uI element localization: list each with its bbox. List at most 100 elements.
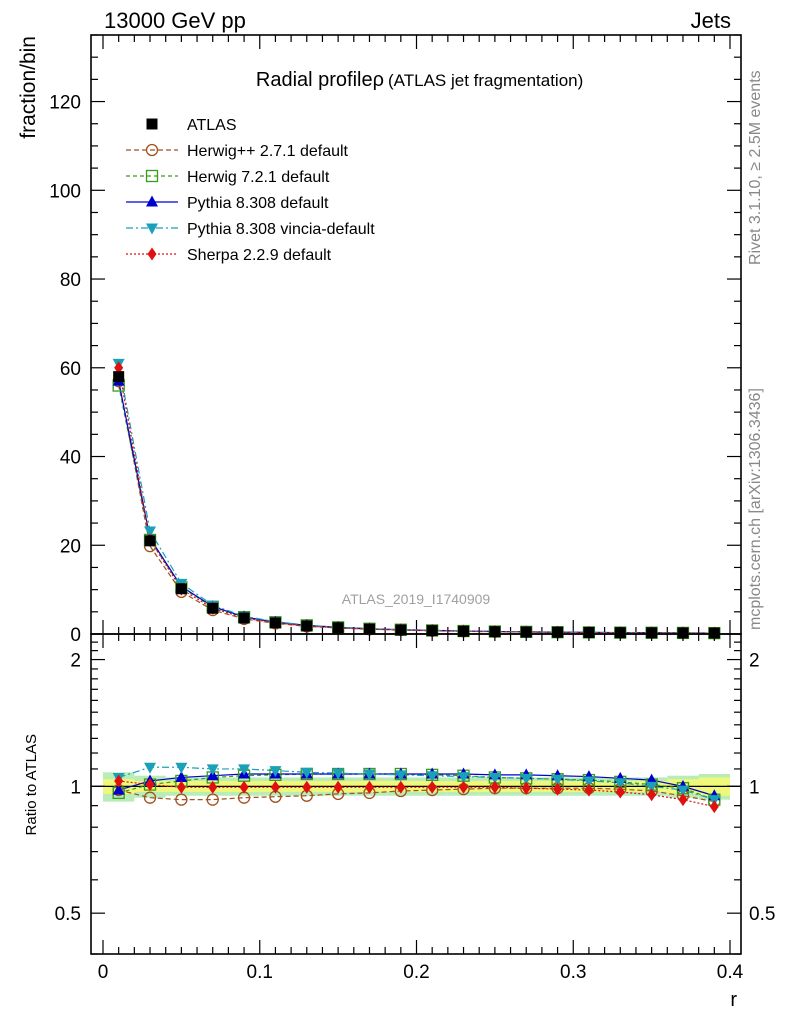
legend-marker-pythia xyxy=(146,195,158,207)
legend-label-sherpa: Sherpa 2.2.9 default xyxy=(187,247,332,264)
y-tick-label: 20 xyxy=(60,536,81,557)
x-axis-label: r xyxy=(730,989,737,1011)
ratio-tick-label-right: 2 xyxy=(749,651,760,672)
ratio-axis-label: Ratio to ATLAS xyxy=(23,734,40,835)
ratio-point-vincia xyxy=(551,774,564,786)
ratio-point-sherpa xyxy=(647,788,657,802)
main-point-atlas xyxy=(677,627,689,639)
main-point-atlas xyxy=(395,624,407,636)
chart-title: Radial profileρ (ATLAS jet fragmentation… xyxy=(256,69,583,91)
watermark: ATLAS_2019_I1740909 xyxy=(342,591,491,607)
y-tick-label: 80 xyxy=(60,270,81,291)
ratio-ticks: 0.5 0.5 1 1 2 2 xyxy=(55,641,775,955)
legend-label-pythia: Pythia 8.308 default xyxy=(187,195,329,212)
ratio-markers xyxy=(112,762,721,814)
ratio-point-vincia xyxy=(175,762,188,774)
ratio-point-sherpa xyxy=(145,778,155,792)
y-tick-label: 120 xyxy=(49,93,81,114)
header-right: Jets xyxy=(691,8,731,33)
ratio-point-vincia xyxy=(488,772,501,784)
main-point-atlas xyxy=(708,627,720,639)
legend-marker-sherpa xyxy=(147,247,157,261)
ratio-point-sherpa xyxy=(459,780,469,794)
legend-marker-vincia xyxy=(146,223,158,235)
ratio-point-sherpa xyxy=(615,785,625,799)
y-tick-label: 100 xyxy=(49,181,81,202)
main-point-atlas xyxy=(363,623,375,635)
y-axis-label: fraction/bin xyxy=(17,36,40,139)
legend: ATLAS Herwig++ 2.7.1 default Herwig 7.2.1 … xyxy=(126,117,375,264)
y-tick-label: 60 xyxy=(60,359,81,380)
ratio-point-sherpa xyxy=(270,780,280,794)
ratio-point-sherpa xyxy=(208,780,218,794)
ratio-point-sherpa xyxy=(709,800,719,814)
main-point-atlas xyxy=(614,627,626,639)
ratio-point-vincia xyxy=(676,785,689,797)
ratio-point-vincia xyxy=(363,769,376,781)
ratio-point-sherpa xyxy=(427,780,437,794)
ratio-point-sherpa xyxy=(176,780,186,794)
ratio-point-vincia xyxy=(332,768,345,780)
x-axis: 0 0.1 0.2 0.3 0.4 xyxy=(98,634,744,983)
main-point-vincia xyxy=(144,526,157,538)
legend-label-herwig7: Herwig 7.2.1 default xyxy=(187,169,330,186)
y-tick-label: 40 xyxy=(60,448,81,469)
main-point-atlas xyxy=(301,620,313,632)
ratio-point-sherpa xyxy=(521,781,531,795)
ratio-point-sherpa xyxy=(302,780,312,794)
legend-marker-herwig7 xyxy=(145,169,159,183)
ratio-tick-label-left: 2 xyxy=(70,651,81,672)
ratio-point-herwigpp xyxy=(206,793,219,806)
ratio-point-sherpa xyxy=(114,774,124,788)
ratio-point-sherpa xyxy=(364,780,374,794)
main-point-atlas xyxy=(552,626,564,638)
chart-title-sub: (ATLAS jet fragmentation) xyxy=(388,71,583,90)
x-tick-label: 0.3 xyxy=(560,962,586,983)
legend-marker-herwigpp xyxy=(145,143,159,157)
x-tick-label: 0.4 xyxy=(717,962,744,983)
main-point-atlas xyxy=(269,617,281,629)
main-point-atlas xyxy=(426,625,438,637)
ratio-tick-label-left: 0.5 xyxy=(55,904,81,925)
main-point-atlas xyxy=(583,626,595,638)
ratio-point-pythia xyxy=(112,783,125,795)
main-point-atlas xyxy=(489,626,501,638)
ratio-point-herwigpp xyxy=(143,791,157,804)
ratio-point-vincia xyxy=(645,781,658,793)
legend-label-vincia: Pythia 8.308 vincia-default xyxy=(187,221,375,238)
ratio-point-sherpa xyxy=(584,783,594,797)
main-point-atlas xyxy=(238,612,250,624)
ratio-point-vincia xyxy=(238,764,251,776)
ratio-point-vincia xyxy=(144,762,157,774)
ratio-point-pythia xyxy=(645,773,658,785)
ratio-point-vincia xyxy=(614,778,627,790)
legend-label-herwigpp: Herwig++ 2.7.1 default xyxy=(187,143,349,160)
ratio-point-sherpa xyxy=(239,780,249,794)
main-point-atlas xyxy=(207,602,219,614)
mcplots-label: mcplots.cern.ch [arXiv:1306.3436] xyxy=(747,388,764,630)
x-tick-label: 0 xyxy=(98,962,109,983)
main-point-atlas xyxy=(113,371,125,383)
ratio-tick-label-right: 0.5 xyxy=(749,904,775,925)
ratio-point-herwigpp xyxy=(175,793,188,806)
ratio-point-sherpa xyxy=(333,780,343,794)
x-tick-label: 0.1 xyxy=(247,962,273,983)
rivet-label: Rivet 3.1.10, ≥ 2.5M events xyxy=(747,70,764,265)
ratio-tick-label-left: 1 xyxy=(70,777,81,798)
ratio-point-sherpa xyxy=(490,780,500,794)
ratio-tick-label-right: 1 xyxy=(749,777,760,798)
chart-title-main: Radial profileρ xyxy=(256,69,384,91)
ratio-point-vincia xyxy=(269,766,282,778)
ratio-point-sherpa xyxy=(678,793,688,807)
header-left: 13000 GeV pp xyxy=(104,8,246,33)
main-point-atlas xyxy=(458,625,470,637)
main-point-atlas xyxy=(332,622,344,634)
ratio-point-vincia xyxy=(457,772,470,784)
legend-label-atlas: ATLAS xyxy=(187,117,237,134)
main-point-atlas xyxy=(646,627,658,639)
x-tick-label: 0.2 xyxy=(403,962,429,983)
main-point-atlas xyxy=(175,583,187,595)
ratio-point-vincia xyxy=(582,776,595,788)
